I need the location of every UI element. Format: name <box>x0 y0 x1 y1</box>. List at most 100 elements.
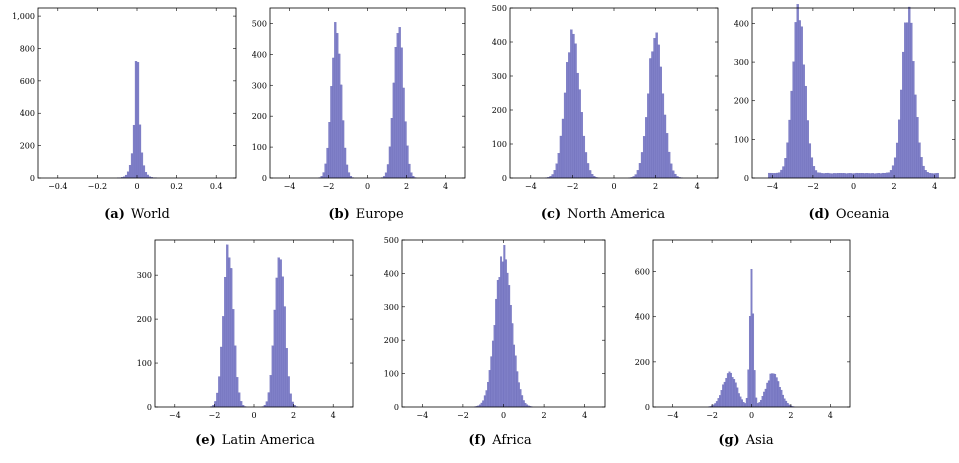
histogram-bar <box>516 371 519 408</box>
histogram-bar <box>390 118 393 179</box>
histogram-bar <box>281 276 284 408</box>
histogram-bar <box>289 393 292 408</box>
histogram-bar <box>885 172 889 179</box>
x-tick-label: 0 <box>134 182 139 191</box>
histogram-bar <box>756 403 759 408</box>
histogram-bar <box>582 135 586 179</box>
histogram-bar <box>490 356 493 408</box>
x-tick-label: 0.2 <box>170 182 183 191</box>
x-tick-label: 4 <box>582 411 587 420</box>
histogram-bar <box>519 389 522 408</box>
histogram-bar <box>649 58 652 179</box>
y-tick-label: 500 <box>384 236 399 245</box>
y-tick-label: 0 <box>502 174 507 183</box>
histogram-bar <box>336 33 339 179</box>
histogram-bar <box>900 89 903 179</box>
histogram-bar <box>222 316 225 408</box>
x-tick-label: 4 <box>828 411 833 420</box>
histogram-bar <box>638 163 642 179</box>
histogram-bar <box>394 47 397 179</box>
histogram-bar <box>764 388 767 408</box>
y-tick-label: 100 <box>252 143 267 152</box>
y-tick-label: 800 <box>20 44 35 53</box>
histogram-bar <box>588 170 592 179</box>
histogram-bar <box>218 376 221 408</box>
histogram-bar <box>324 163 327 179</box>
y-tick-label: 400 <box>20 109 35 118</box>
histogram-bar <box>661 93 665 179</box>
histogram-bar <box>498 277 501 408</box>
axes-frame <box>269 7 466 179</box>
histogram-bar <box>936 172 939 179</box>
histogram-bar <box>566 62 569 179</box>
x-tick-label: 2 <box>653 182 658 191</box>
histogram-bar <box>810 157 814 179</box>
subfigure-caption-label: (c) <box>541 207 561 222</box>
histogram-bar <box>513 344 516 408</box>
histogram-bar <box>889 170 893 179</box>
x-tick-label: 0 <box>251 411 256 420</box>
histogram-bar <box>719 395 721 408</box>
histogram-bar <box>744 403 747 408</box>
histogram-bar <box>800 26 803 179</box>
chart-europe: −4 −2 0 2 4 0 100 200 300 400 500 (b) Europe <box>252 7 466 222</box>
histogram-bar <box>822 173 826 179</box>
subfigure-caption: (g) Asia <box>718 433 774 448</box>
histogram-bar <box>761 396 764 408</box>
histogram-bar <box>408 163 411 179</box>
histogram-bar <box>826 172 830 179</box>
histogram-bar <box>753 370 756 408</box>
y-tick-label: 300 <box>137 271 152 280</box>
histogram-bar <box>845 173 848 179</box>
histogram-bar <box>758 402 761 408</box>
histogram-bar <box>918 142 921 179</box>
histogram-bar <box>509 305 512 408</box>
histogram-bar <box>717 398 720 408</box>
histogram-bar <box>783 398 786 408</box>
histogram-bar <box>522 400 525 408</box>
histogram-bar <box>561 118 565 179</box>
histogram-bar <box>912 61 915 179</box>
histogram-bar <box>768 172 771 179</box>
histogram-bar <box>576 72 579 179</box>
y-tick-label: 400 <box>635 313 650 322</box>
histogram-bar <box>812 166 816 179</box>
histogram-bar <box>655 32 658 179</box>
histogram-bar <box>501 261 504 408</box>
histogram-bar <box>230 268 233 408</box>
y-tick-label: 200 <box>384 336 399 345</box>
subfigure-caption-text: Oceania <box>836 207 890 222</box>
y-tick-label: 400 <box>252 50 267 59</box>
x-tick-label: 0 <box>749 411 754 420</box>
histogram-bar <box>482 400 485 408</box>
histogram-bar <box>406 145 409 179</box>
histogram-bar <box>725 378 728 408</box>
histogram-bar <box>763 391 766 408</box>
histogram-bar <box>782 166 785 179</box>
histogram-bar <box>785 400 788 408</box>
histogram-bar <box>728 371 731 408</box>
histogram-bar <box>782 394 784 408</box>
histogram-bar <box>657 44 660 179</box>
histogram-bar <box>714 403 717 408</box>
histogram-bar <box>332 57 335 179</box>
histogram-bar <box>755 397 758 408</box>
chart-africa: −4 −2 0 2 4 0 100 200 300 400 500 (f) Africa <box>384 236 606 448</box>
histogram-bar <box>916 117 919 179</box>
histogram-bar <box>144 172 148 179</box>
histogram-bar <box>720 390 723 408</box>
histogram-bar <box>893 157 897 179</box>
x-tick-label: −2 <box>807 182 819 191</box>
y-tick-label: 500 <box>492 4 507 13</box>
histogram-bar <box>584 152 588 179</box>
y-tick-label: 300 <box>384 303 399 312</box>
histogram-bar <box>572 33 575 179</box>
histogram-bar <box>267 392 270 408</box>
histogram-bar <box>722 384 725 408</box>
histogram-bar <box>767 380 770 408</box>
chart-latin-america: −4 −2 0 2 4 0 100 200 300 (e) Latin America <box>137 239 354 448</box>
histogram-bar <box>816 172 820 179</box>
histogram-bar <box>859 173 862 179</box>
histogram-bar <box>920 157 923 179</box>
